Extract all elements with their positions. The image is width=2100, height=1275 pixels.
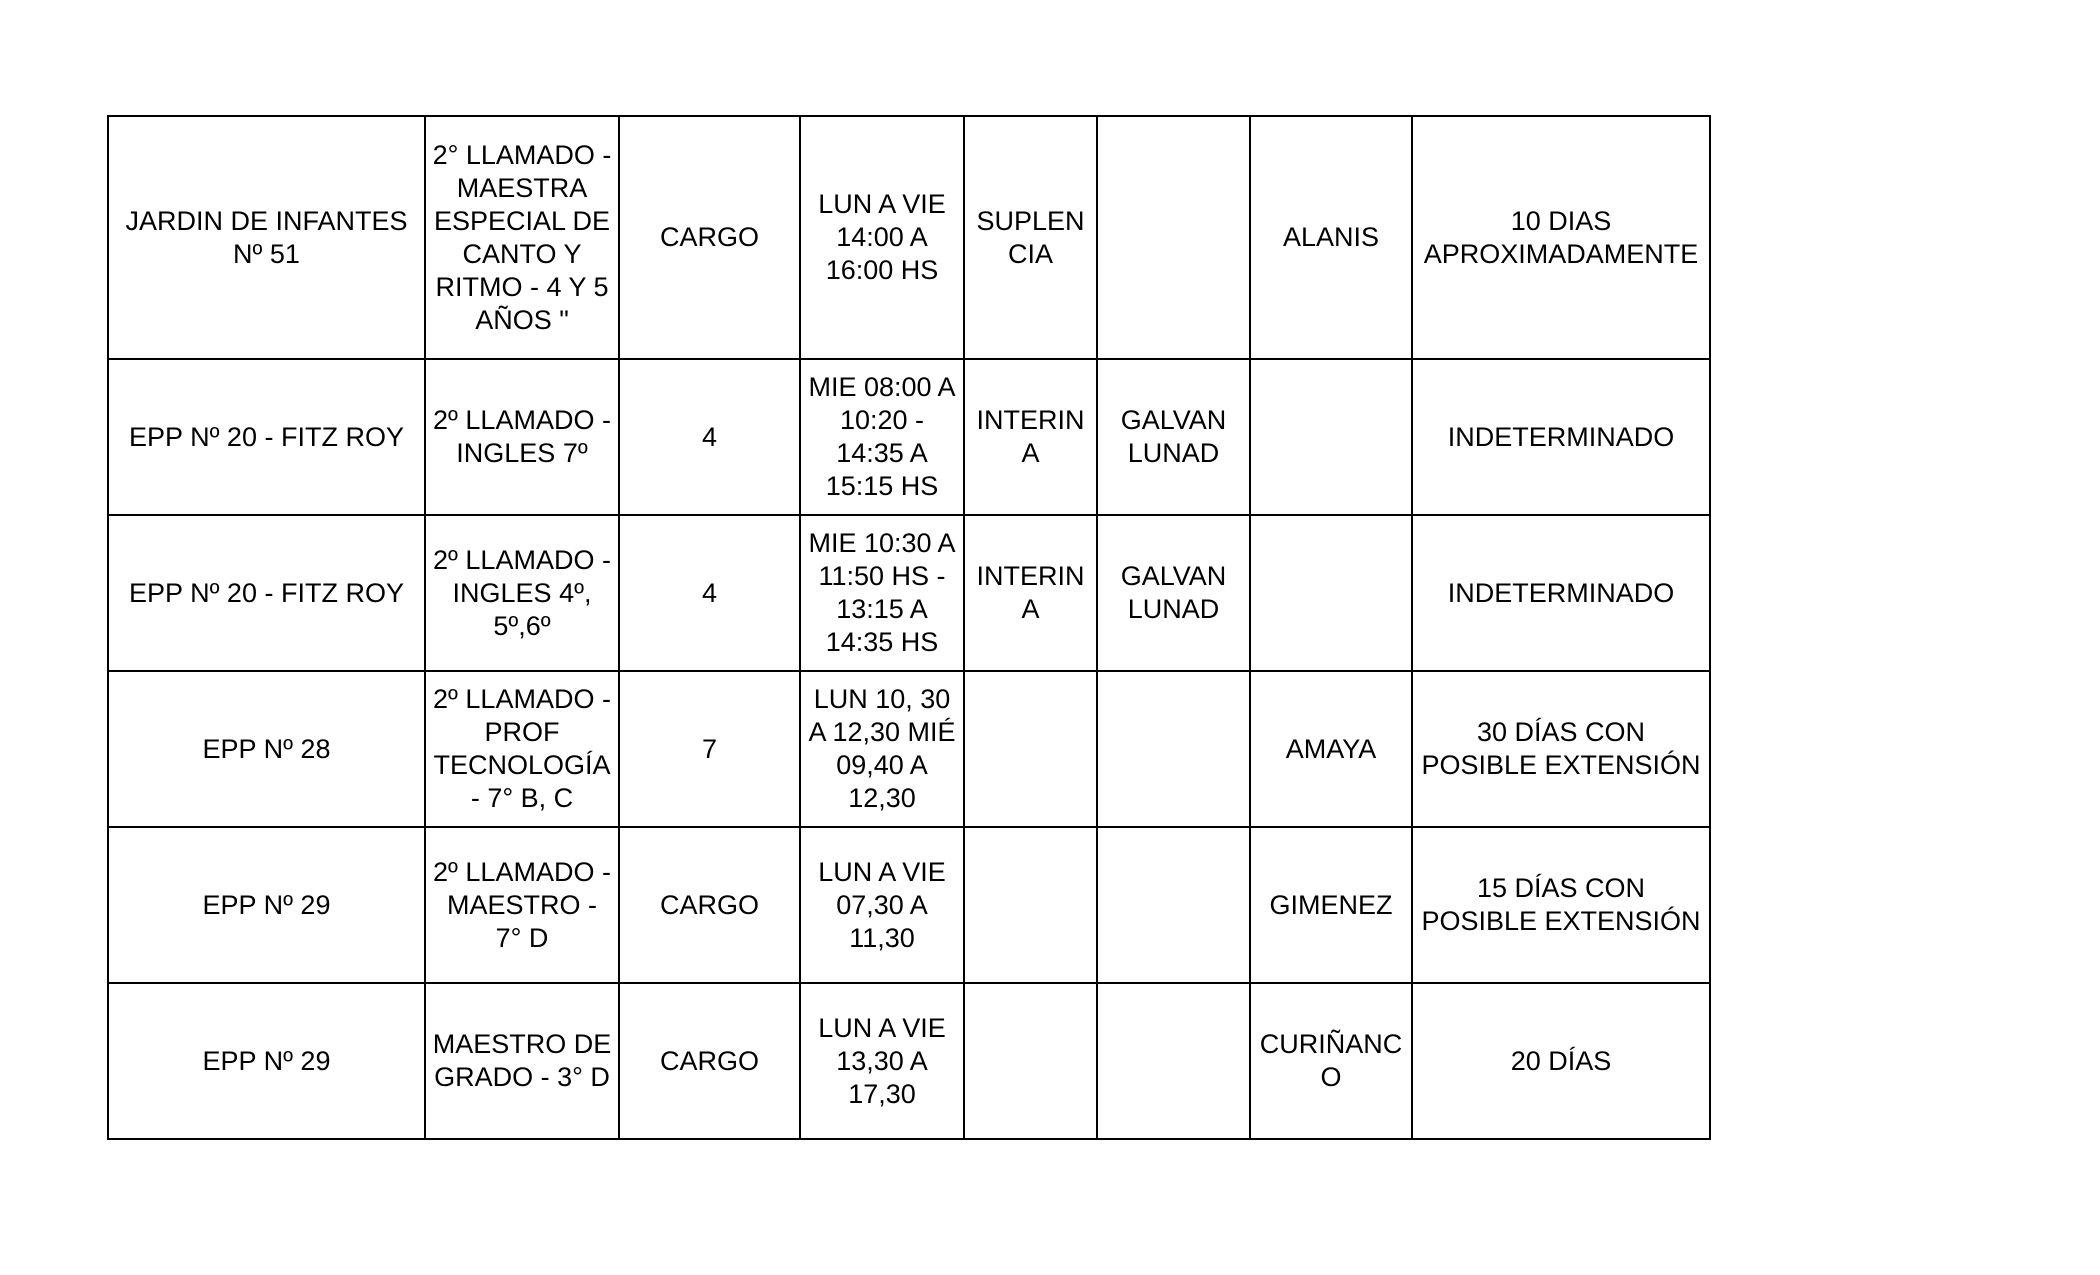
- cell-duration: 15 DÍAS CON POSIBLE EXTENSIÓN: [1411, 826, 1711, 984]
- cell-previous-holder: [1096, 115, 1251, 360]
- cell-schedule: LUN A VIE 14:00 A 16:00 HS: [799, 115, 965, 360]
- cell-schedule: LUN 10, 30 A 12,30 MIÉ 09,40 A 12,30: [799, 670, 965, 828]
- cell-school: EPP Nº 29: [107, 982, 426, 1140]
- cell-hours: CARGO: [618, 826, 801, 984]
- table-row: EPP Nº 20 - FITZ ROY 2º LLAMADO - INGLES …: [107, 358, 1711, 516]
- table-row: EPP Nº 28 2º LLAMADO - PROF TECNOLOGÍA - …: [107, 670, 1711, 828]
- cell-replaced-teacher: AMAYA: [1249, 670, 1413, 828]
- table-row: EPP Nº 29 MAESTRO DE GRADO - 3° D CARGO LUN…: [107, 982, 1711, 1140]
- cell-position: MAESTRO DE GRADO - 3° D: [424, 982, 620, 1140]
- cell-type: INTERIN A: [963, 358, 1098, 516]
- cell-school: EPP Nº 20 - FITZ ROY: [107, 514, 426, 672]
- cell-type: [963, 826, 1098, 984]
- cell-replaced-teacher: ALANIS: [1249, 115, 1413, 360]
- cell-position: 2º LLAMADO - INGLES 4º, 5º,6º: [424, 514, 620, 672]
- cell-position: 2º LLAMADO - INGLES 7º: [424, 358, 620, 516]
- cell-position: 2º LLAMADO - MAESTRO - 7° D: [424, 826, 620, 984]
- table-row: EPP Nº 20 - FITZ ROY 2º LLAMADO - INGLES …: [107, 514, 1711, 672]
- cell-position: 2º LLAMADO - PROF TECNOLOGÍA - 7° B, C: [424, 670, 620, 828]
- cell-previous-holder: GALVAN LUNAD: [1096, 358, 1251, 516]
- vacancies-table: JARDIN DE INFANTES Nº 51 2° LLAMADO - MAE…: [107, 115, 1711, 1140]
- cell-school: JARDIN DE INFANTES Nº 51: [107, 115, 426, 360]
- cell-type: INTERIN A: [963, 514, 1098, 672]
- cell-type: SUPLEN CIA: [963, 115, 1098, 360]
- cell-position: 2° LLAMADO - MAESTRA ESPECIAL DE CANTO Y…: [424, 115, 620, 360]
- table-row: JARDIN DE INFANTES Nº 51 2° LLAMADO - MAE…: [107, 115, 1711, 360]
- cell-replaced-teacher: CURIÑANC O: [1249, 982, 1413, 1140]
- cell-schedule: MIE 08:00 A 10:20 - 14:35 A 15:15 HS: [799, 358, 965, 516]
- cell-previous-holder: [1096, 670, 1251, 828]
- cell-replaced-teacher: GIMENEZ: [1249, 826, 1413, 984]
- cell-duration: 10 DIAS APROXIMADAMENTE: [1411, 115, 1711, 360]
- cell-hours: CARGO: [618, 115, 801, 360]
- cell-type: [963, 670, 1098, 828]
- table-row: EPP Nº 29 2º LLAMADO - MAESTRO - 7° D CARG…: [107, 826, 1711, 984]
- cell-duration: INDETERMINADO: [1411, 514, 1711, 672]
- cell-duration: INDETERMINADO: [1411, 358, 1711, 516]
- cell-previous-holder: GALVAN LUNAD: [1096, 514, 1251, 672]
- cell-school: EPP Nº 20 - FITZ ROY: [107, 358, 426, 516]
- cell-schedule: LUN A VIE 13,30 A 17,30: [799, 982, 965, 1140]
- cell-duration: 20 DÍAS: [1411, 982, 1711, 1140]
- cell-hours: 7: [618, 670, 801, 828]
- cell-hours: CARGO: [618, 982, 801, 1140]
- cell-replaced-teacher: [1249, 358, 1413, 516]
- cell-hours: 4: [618, 514, 801, 672]
- cell-schedule: LUN A VIE 07,30 A 11,30: [799, 826, 965, 984]
- cell-school: EPP Nº 28: [107, 670, 426, 828]
- cell-schedule: MIE 10:30 A 11:50 HS - 13:15 A 14:35 HS: [799, 514, 965, 672]
- cell-replaced-teacher: [1249, 514, 1413, 672]
- cell-hours: 4: [618, 358, 801, 516]
- cell-previous-holder: [1096, 982, 1251, 1140]
- cell-type: [963, 982, 1098, 1140]
- cell-school: EPP Nº 29: [107, 826, 426, 984]
- cell-duration: 30 DÍAS CON POSIBLE EXTENSIÓN: [1411, 670, 1711, 828]
- cell-previous-holder: [1096, 826, 1251, 984]
